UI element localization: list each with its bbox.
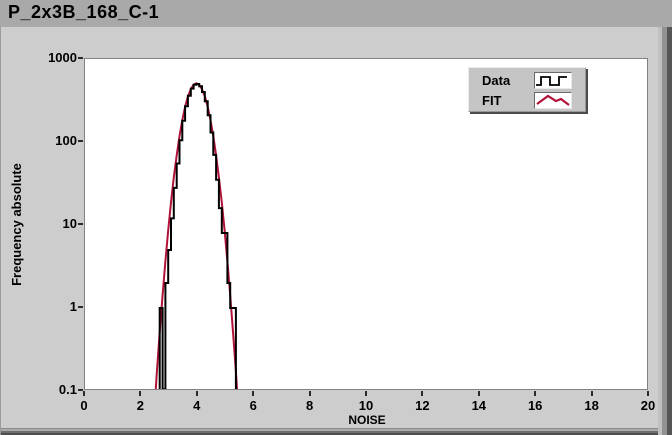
- x-tick-mark: [421, 391, 424, 396]
- y-axis-label: Frequency absolute: [8, 162, 24, 286]
- x-tick-label: 4: [193, 398, 201, 413]
- x-tick-mark: [534, 391, 537, 396]
- x-tick-mark: [195, 391, 198, 396]
- x-tick-label: 6: [249, 398, 257, 413]
- x-axis-label: NOISE: [348, 413, 386, 427]
- x-tick-label: 16: [527, 398, 543, 413]
- x-tick-label: 20: [640, 398, 656, 413]
- legend-item-data[interactable]: Data: [482, 72, 572, 89]
- x-tick-label: 12: [415, 398, 430, 413]
- x-tick-mark: [365, 391, 367, 396]
- page-title: P_2x3B_168_C-1: [8, 2, 160, 22]
- y-tick-label: 1: [69, 299, 77, 314]
- legend-label-data: Data: [482, 73, 511, 88]
- chart-canvas: [154, 82, 239, 389]
- plot-legend[interactable]: Data FIT: [468, 67, 586, 112]
- window-right-edge: [658, 27, 672, 435]
- x-tick-mark: [477, 391, 480, 396]
- titlebar: P_2x3B_168_C-1: [0, 0, 672, 27]
- x-tick-mark: [139, 391, 142, 396]
- y-tick-label: 1000: [48, 50, 77, 65]
- y-tick-mark: [78, 389, 83, 391]
- y-tick-label: 10: [62, 216, 77, 231]
- y-tick-label: 0.1: [58, 382, 77, 397]
- legend-label-fit: FIT: [482, 93, 502, 108]
- square-wave-icon[interactable]: [534, 72, 572, 89]
- window-left-edge: [0, 27, 1, 435]
- fit-series: [154, 82, 239, 389]
- y-tick-mark: [78, 306, 83, 308]
- x-tick-label: 14: [471, 398, 487, 413]
- x-tick-mark: [83, 391, 85, 396]
- x-tick-label: 0: [80, 398, 88, 413]
- x-tick-mark: [252, 391, 255, 396]
- legend-item-fit[interactable]: FIT: [482, 92, 572, 109]
- y-tick-mark: [78, 57, 83, 59]
- x-tick-mark: [590, 391, 593, 396]
- x-tick-mark: [647, 391, 649, 396]
- y-tick-label: 100: [55, 133, 77, 148]
- x-tick-mark: [308, 391, 311, 396]
- x-tick-label: 18: [584, 398, 599, 413]
- y-tick-mark: [78, 140, 83, 142]
- window-bottom-edge: [0, 428, 658, 435]
- x-tick-label: 2: [136, 398, 144, 413]
- x-tick-label: 8: [305, 398, 314, 413]
- x-tick-label: 10: [358, 398, 374, 413]
- y-tick-mark: [78, 223, 83, 225]
- plot-area: [84, 58, 648, 390]
- zigzag-icon[interactable]: [534, 92, 572, 109]
- histogram-series: [158, 83, 237, 389]
